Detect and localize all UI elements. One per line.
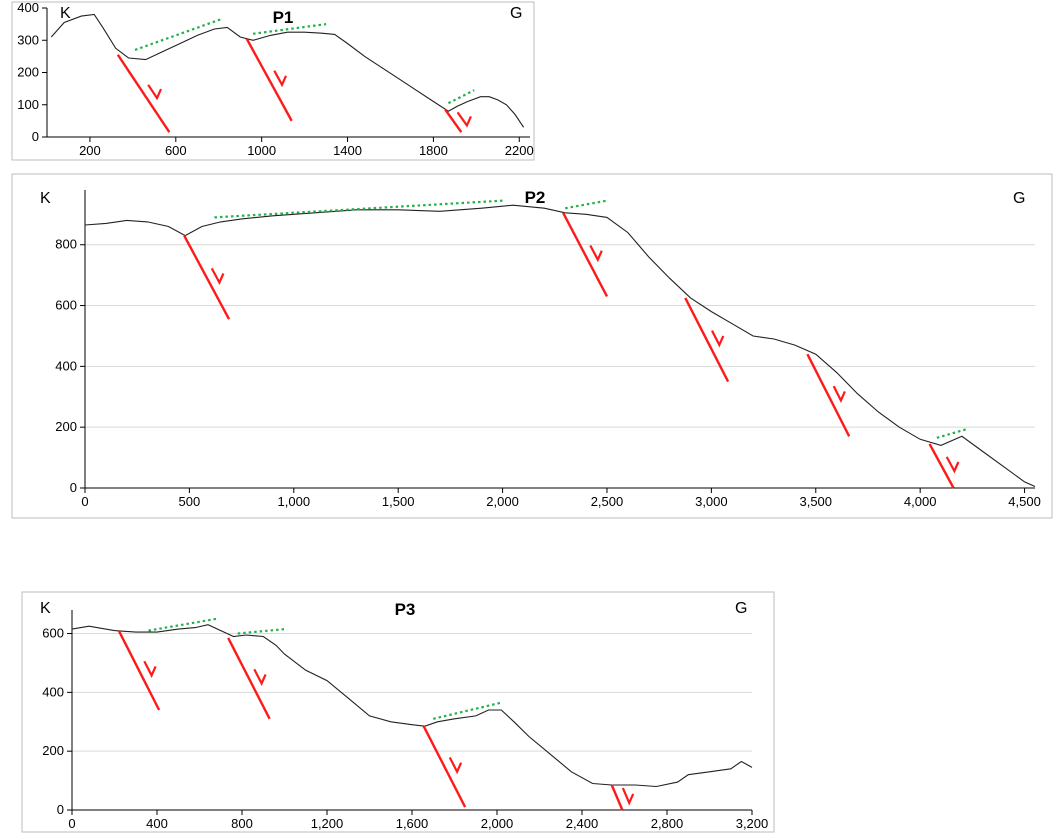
chart-1-trend-line-3 [447, 89, 475, 105]
chart-1-ytick-label: 300 [17, 32, 39, 47]
chart-3-xtick-label: 1,200 [311, 816, 344, 831]
chart-1-title: P1 [273, 8, 294, 27]
chart-2-xtick-label: 4,000 [904, 494, 937, 509]
chart-2-fault-arrow-5 [945, 456, 960, 474]
chart-1-xtick-label: 1800 [419, 143, 448, 158]
chart-3-group: 0 200 400 600 0 400 800 1,200 1,600 2,000 2,400 2,8… [40, 600, 768, 831]
chart-2-group: 0 200 400 600 800 0 500 1,000 1,500 2,000 2,500 3,0… [40, 188, 1041, 509]
chart-1-ytick-label: 100 [17, 97, 39, 112]
chart-3-xtick-label: 2,400 [566, 816, 599, 831]
chart-3-start-label: K [40, 600, 51, 617]
chart-3-trend-line-3 [432, 701, 502, 720]
chart-2-fault-line-4 [806, 353, 851, 437]
chart-1-xtick-label: 200 [79, 143, 101, 158]
chart-3-ytick-label: 0 [57, 802, 64, 817]
chart-3-fault-arrow-3 [448, 756, 463, 775]
chart-3-fault-line-3 [422, 725, 467, 808]
chart-3-fault-line-1 [117, 630, 161, 711]
chart-1-fault-arrow-3 [456, 111, 472, 128]
chart-3-ytick-label: 600 [42, 626, 64, 641]
chart-3-end-label: G [735, 600, 747, 617]
chart-2-start-label: K [40, 190, 51, 207]
chart-2-trend-line-1 [214, 199, 503, 219]
chart-2-title: P2 [525, 188, 546, 207]
chart-1-fault-arrow-2 [273, 70, 288, 88]
chart-2-ytick-label: 0 [70, 480, 77, 495]
chart-2-xtick-label: 2,500 [591, 494, 624, 509]
chart-2-ytick-label: 600 [55, 298, 77, 313]
chart-2-xtick-label: 1,500 [382, 494, 415, 509]
chart-1-fault-line-2 [245, 38, 293, 122]
chart-2-trend-line-2 [565, 199, 608, 210]
chart-3-ytick-label: 400 [42, 684, 64, 699]
chart-2-fault-line-1 [183, 235, 231, 320]
chart-2-fault-arrow-3 [711, 330, 725, 348]
chart-3-fault-arrow-4 [621, 787, 635, 806]
chart-2-xtick-label: 3,000 [695, 494, 728, 509]
chart-1-trend-line-2 [252, 23, 327, 35]
chart-3-profile-line [71, 624, 753, 788]
chart-1-fault-line-1 [116, 54, 171, 133]
panel-frame-p2 [11, 173, 1053, 519]
chart-2-xtick-label: 3,500 [799, 494, 832, 509]
chart-1-ytick-label: 0 [32, 129, 39, 144]
chart-2-fault-arrow-1 [210, 267, 225, 285]
chart-1-xtick-label: 1400 [333, 143, 362, 158]
chart-1-start-label: K [60, 5, 71, 22]
chart-2-fault-line-5 [928, 443, 955, 489]
chart-2-fault-arrow-4 [832, 385, 846, 403]
chart-1-ytick-label: 400 [17, 0, 39, 15]
chart-3-ytick-label: 200 [42, 743, 64, 758]
chart-3-xtick-label: 400 [146, 816, 168, 831]
chart-1-ytick-label: 200 [17, 65, 39, 80]
chart-3-xtick-label: 1,600 [396, 816, 429, 831]
chart-1-profile-line [50, 13, 525, 128]
chart-3-fault-arrow-1 [143, 660, 157, 678]
chart-1-trend-line-1 [134, 18, 222, 51]
chart-1-group: 0 100 200 300 400 200 600 1000 1400 1800 2200 P1 K G [17, 0, 533, 158]
chart-2-ytick-label: 800 [55, 237, 77, 252]
chart-2-xtick-label: 500 [179, 494, 201, 509]
chart-1-end-label: G [510, 5, 522, 22]
chart-3-xtick-label: 2,000 [481, 816, 514, 831]
panel-frame-p3 [21, 591, 775, 833]
chart-2-fault-arrow-2 [589, 244, 603, 263]
chart-3-fault-line-4 [610, 784, 624, 811]
chart-2-xtick-label: 4,500 [1008, 494, 1041, 509]
chart-2-xtick-label: 0 [81, 494, 88, 509]
chart-3-fault-line-2 [227, 637, 271, 720]
chart-3-xtick-label: 2,800 [651, 816, 684, 831]
chart-2-end-label: G [1013, 190, 1025, 207]
chart-1-fault-arrow-1 [147, 84, 163, 101]
chart-2-ytick-label: 400 [55, 358, 77, 373]
chart-1-xtick-label: 2200 [505, 143, 534, 158]
chart-3-xtick-label: 800 [231, 816, 253, 831]
chart-2-fault-line-3 [684, 297, 730, 383]
chart-2-profile-line [84, 204, 1036, 488]
chart-1-xtick-label: 600 [165, 143, 187, 158]
chart-2-xtick-label: 2,000 [486, 494, 519, 509]
chart-3-fault-arrow-2 [253, 668, 267, 687]
chart-1-fault-line-3 [444, 108, 463, 133]
chart-3-xtick-label: 3,200 [736, 816, 769, 831]
chart-3-trend-line-1 [148, 617, 217, 632]
chart-2-xtick-label: 1,000 [278, 494, 311, 509]
chart-2-ytick-label: 200 [55, 419, 77, 434]
chart-3-xtick-label: 0 [68, 816, 75, 831]
chart-2-fault-line-2 [562, 212, 609, 297]
chart-1-xtick-label: 1000 [247, 143, 276, 158]
chart-3-trend-line-2 [237, 628, 285, 635]
chart-3-title: P3 [395, 600, 416, 619]
panel-frame-p1 [11, 1, 535, 161]
chart-2-trend-line-3 [936, 427, 969, 439]
